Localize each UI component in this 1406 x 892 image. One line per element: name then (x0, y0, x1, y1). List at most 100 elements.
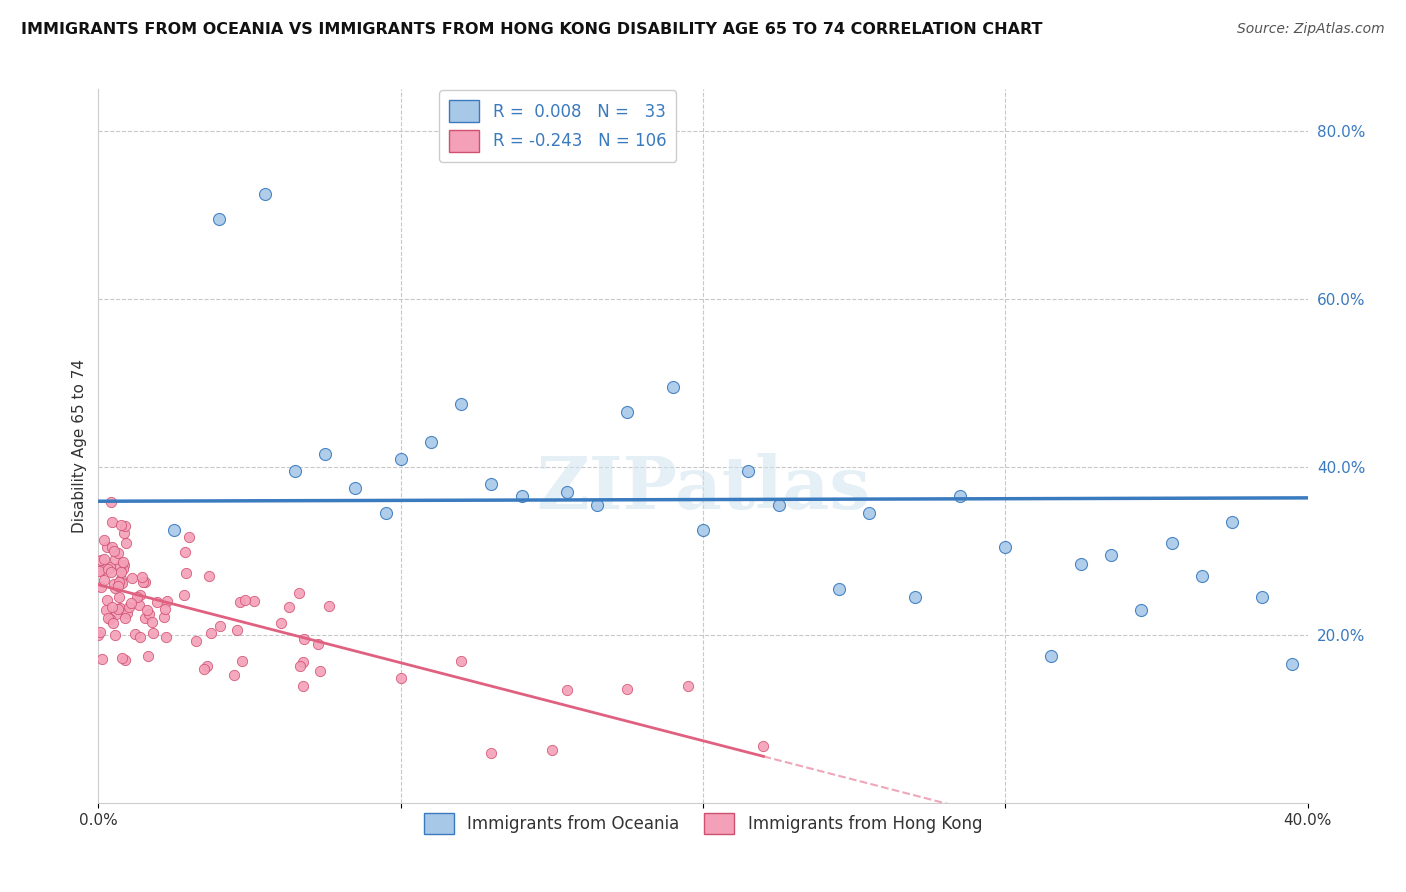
Point (481, 476, 503, 491)
Point (110, 572, 132, 586)
Point (676, 679, 699, 693)
Point (110, 558, 132, 573)
Point (112, 558, 135, 573)
Point (768, 498, 790, 512)
Point (233, 593, 256, 607)
Point (344, 481, 367, 495)
Point (278, 600, 301, 615)
Point (101, 616, 124, 631)
Point (141, 615, 163, 630)
Text: IMMIGRANTS FROM OCEANIA VS IMMIGRANTS FROM HONG KONG DISABILITY AGE 65 TO 74 COR: IMMIGRANTS FROM OCEANIA VS IMMIGRANTS FR… (21, 22, 1043, 37)
Point (96, 540, 118, 554)
Point (661, 380, 683, 394)
Point (110, 565, 132, 579)
Point (155, 601, 177, 615)
Point (94, 602, 117, 616)
Point (155, 630, 177, 644)
Point (1099, 548, 1122, 562)
Point (89, 564, 111, 578)
Point (110, 518, 132, 533)
Point (104, 581, 127, 595)
Point (134, 611, 156, 625)
Point (110, 651, 132, 665)
Point (93, 573, 115, 587)
Point (112, 526, 135, 541)
Point (121, 571, 143, 585)
Point (242, 594, 264, 608)
Point (128, 599, 150, 613)
Point (949, 489, 972, 503)
Point (146, 595, 169, 609)
Point (110, 600, 132, 615)
Legend: Immigrants from Oceania, Immigrants from Hong Kong: Immigrants from Oceania, Immigrants from… (418, 806, 988, 841)
Point (114, 611, 136, 625)
Point (90, 553, 112, 567)
Point (1220, 515, 1243, 529)
Point (284, 464, 307, 478)
Point (89, 625, 111, 640)
Point (131, 569, 153, 583)
Point (138, 607, 160, 622)
Point (253, 187, 276, 202)
Point (586, 498, 609, 512)
Point (828, 582, 851, 596)
Point (134, 575, 156, 590)
Point (103, 544, 125, 558)
Point (198, 569, 221, 583)
Point (1160, 535, 1182, 549)
Point (1039, 648, 1062, 663)
Point (481, 746, 503, 760)
Point (292, 655, 315, 669)
Point (114, 653, 136, 667)
Point (117, 606, 139, 620)
Point (555, 485, 578, 500)
Point (616, 405, 638, 419)
Point (111, 562, 134, 576)
Point (858, 506, 880, 520)
Point (288, 586, 311, 600)
Point (107, 602, 129, 616)
Point (225, 624, 247, 638)
Point (136, 603, 159, 617)
Point (127, 590, 149, 604)
Point (90, 563, 112, 577)
Point (98, 612, 121, 626)
Point (136, 648, 159, 663)
Point (173, 588, 195, 602)
Point (450, 397, 472, 411)
Point (104, 607, 127, 622)
Point (97, 561, 120, 575)
Point (100, 565, 122, 579)
Point (156, 594, 179, 608)
Point (104, 628, 127, 642)
Point (616, 682, 638, 697)
Point (107, 579, 129, 593)
Point (1191, 569, 1213, 583)
Point (389, 671, 412, 685)
Point (87, 628, 110, 642)
Point (208, 618, 231, 632)
Point (97, 611, 120, 625)
Point (101, 540, 124, 554)
Point (389, 451, 412, 466)
Point (994, 540, 1017, 554)
Point (96, 592, 118, 607)
Point (318, 599, 340, 614)
Point (420, 434, 443, 449)
Point (200, 625, 222, 640)
Point (208, 212, 231, 227)
Point (737, 464, 759, 478)
Point (90, 580, 112, 594)
Point (108, 590, 131, 604)
Point (111, 576, 134, 591)
Point (114, 519, 136, 533)
Point (450, 654, 472, 668)
Point (101, 515, 124, 529)
Point (174, 545, 197, 559)
Point (98, 559, 121, 574)
Point (307, 637, 329, 651)
Point (692, 523, 714, 537)
Point (142, 626, 165, 640)
Point (153, 610, 176, 624)
Point (510, 489, 533, 503)
